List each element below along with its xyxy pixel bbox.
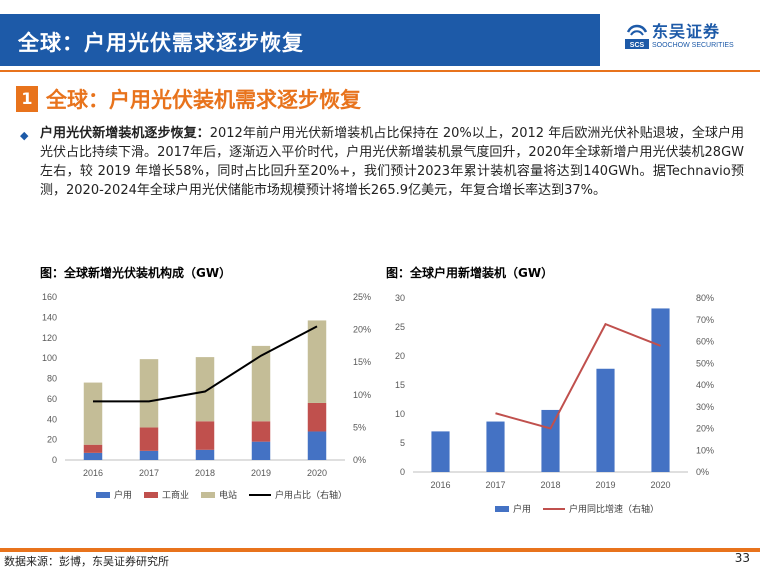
x-tick-label: 2018 xyxy=(195,468,215,478)
bar-电站 xyxy=(307,320,327,403)
left-chart-title: 图：全球新增光伏装机构成（GW） xyxy=(40,266,232,280)
y2-tick-label: 10% xyxy=(696,445,714,455)
legend-swatch xyxy=(201,492,215,498)
bar-户用 xyxy=(596,368,615,472)
logo-name-en: SOOCHOW SECURITIES xyxy=(652,42,734,49)
x-tick-label: 2016 xyxy=(430,480,450,490)
y2-tick-label: 30% xyxy=(696,402,714,412)
bar-电站 xyxy=(139,359,159,428)
y2-tick-label: 50% xyxy=(696,358,714,368)
x-tick-label: 2018 xyxy=(540,480,560,490)
y-tick-label: 60 xyxy=(47,394,57,404)
left-chart: 0 20 40 60 80 100 120 140 160 0% 5% 10% 15% 20% 25% 201… xyxy=(42,292,371,500)
y-tick-label: 15 xyxy=(395,380,405,390)
footer-rule xyxy=(0,548,760,552)
legend-swatch xyxy=(96,492,110,498)
legend-label: 户用 xyxy=(114,489,132,500)
y2-tick-label: 10% xyxy=(353,390,371,400)
bar-工商业 xyxy=(139,427,159,451)
y-tick-label: 160 xyxy=(42,292,57,302)
y-tick-label: 100 xyxy=(42,353,57,363)
data-source: 数据来源：彭博，东吴证券研究所 xyxy=(4,555,169,568)
right-chart-title: 图：全球户用新增装机（GW） xyxy=(386,266,554,280)
logo-mark-icon: SCS xyxy=(625,24,649,49)
paragraph-lead: 户用光伏新增装机逐步恢复： xyxy=(40,126,210,141)
legend-label: 户用 xyxy=(513,503,531,514)
bar-户用 xyxy=(541,409,560,472)
bar-工商业 xyxy=(251,421,271,442)
line-series xyxy=(495,322,661,430)
bar-电站 xyxy=(83,382,103,445)
bar-工商业 xyxy=(195,421,215,450)
y2-tick-label: 0% xyxy=(353,455,366,465)
company-logo: SCS 东吴证券 SOOCHOW SECURITIES xyxy=(622,18,752,62)
y-tick-label: 10 xyxy=(395,409,405,419)
y2-tick-label: 40% xyxy=(696,380,714,390)
y-tick-label: 20 xyxy=(47,435,57,445)
bar-户用 xyxy=(486,421,505,472)
body-paragraph: ◆ 户用光伏新增装机逐步恢复：2012年前户用光伏新增装机占比保持在 20%以上… xyxy=(20,124,744,200)
y-tick-label: 5 xyxy=(400,438,405,448)
x-tick-label: 2020 xyxy=(307,468,327,478)
right-chart: 0 5 10 15 20 25 30 0% 10% 20% 30% 40% 50% 60% 70% 80% 20… xyxy=(395,293,714,514)
page-number: 33 xyxy=(734,551,750,565)
page-header: 全球：户用光伏需求逐步恢复 SCS 东吴证券 SOOCHOW SECURITIE… xyxy=(0,0,760,70)
y-tick-label: 30 xyxy=(395,293,405,303)
y-tick-label: 0 xyxy=(52,455,57,465)
y-tick-label: 25 xyxy=(395,322,405,332)
y2-tick-label: 20% xyxy=(353,325,371,335)
y2-tick-label: 20% xyxy=(696,424,714,434)
bar-户用 xyxy=(195,449,215,460)
bar-户用 xyxy=(307,431,327,460)
legend-label: 户用占比（右轴） xyxy=(275,489,347,500)
section-number: 1 xyxy=(16,86,38,112)
y-tick-label: 120 xyxy=(42,333,57,343)
legend-label: 电站 xyxy=(219,489,237,500)
bar-电站 xyxy=(251,345,271,422)
logo-name-cn: 东吴证券 xyxy=(652,22,721,41)
y-tick-label: 80 xyxy=(47,374,57,384)
legend-swatch xyxy=(495,506,509,512)
x-tick-label: 2017 xyxy=(139,468,159,478)
paragraph-text: 2012年前户用光伏新增装机占比保持在 20%以上，2012 年后欧洲光伏补贴退… xyxy=(40,126,744,198)
y2-tick-label: 60% xyxy=(696,337,714,347)
legend-swatch xyxy=(144,492,158,498)
logo-mark-text: SCS xyxy=(630,42,645,49)
x-tick-label: 2019 xyxy=(251,468,271,478)
y2-tick-label: 15% xyxy=(353,357,371,367)
bar-户用 xyxy=(83,452,103,460)
y-tick-label: 0 xyxy=(400,467,405,477)
bar-户用 xyxy=(251,441,271,460)
page-title: 全球：户用光伏需求逐步恢复 xyxy=(18,31,304,55)
x-tick-label: 2017 xyxy=(485,480,505,490)
header-rule xyxy=(0,70,760,72)
y2-tick-label: 70% xyxy=(696,315,714,325)
y2-tick-label: 0% xyxy=(696,467,709,477)
bar-工商业 xyxy=(307,402,327,432)
y2-tick-label: 80% xyxy=(696,293,714,303)
x-tick-label: 2016 xyxy=(83,468,103,478)
bar-户用 xyxy=(431,431,450,472)
x-tick-label: 2020 xyxy=(650,480,670,490)
bar-户用 xyxy=(139,450,159,460)
x-tick-label: 2019 xyxy=(595,480,615,490)
legend-label: 工商业 xyxy=(162,489,189,500)
bar-户用 xyxy=(651,308,670,472)
legend-label: 户用同比增速（右轴） xyxy=(569,503,659,514)
section-title: 全球：户用光伏装机需求逐步恢复 xyxy=(46,88,361,112)
header-bar: 全球：户用光伏需求逐步恢复 xyxy=(0,14,600,66)
y-tick-label: 20 xyxy=(395,351,405,361)
bar-工商业 xyxy=(83,444,103,453)
y-tick-label: 140 xyxy=(42,312,57,322)
bar-电站 xyxy=(195,357,215,422)
diamond-bullet-icon: ◆ xyxy=(20,129,29,142)
y2-tick-label: 25% xyxy=(353,292,371,302)
y2-tick-label: 5% xyxy=(353,422,366,432)
y-tick-label: 40 xyxy=(47,414,57,424)
